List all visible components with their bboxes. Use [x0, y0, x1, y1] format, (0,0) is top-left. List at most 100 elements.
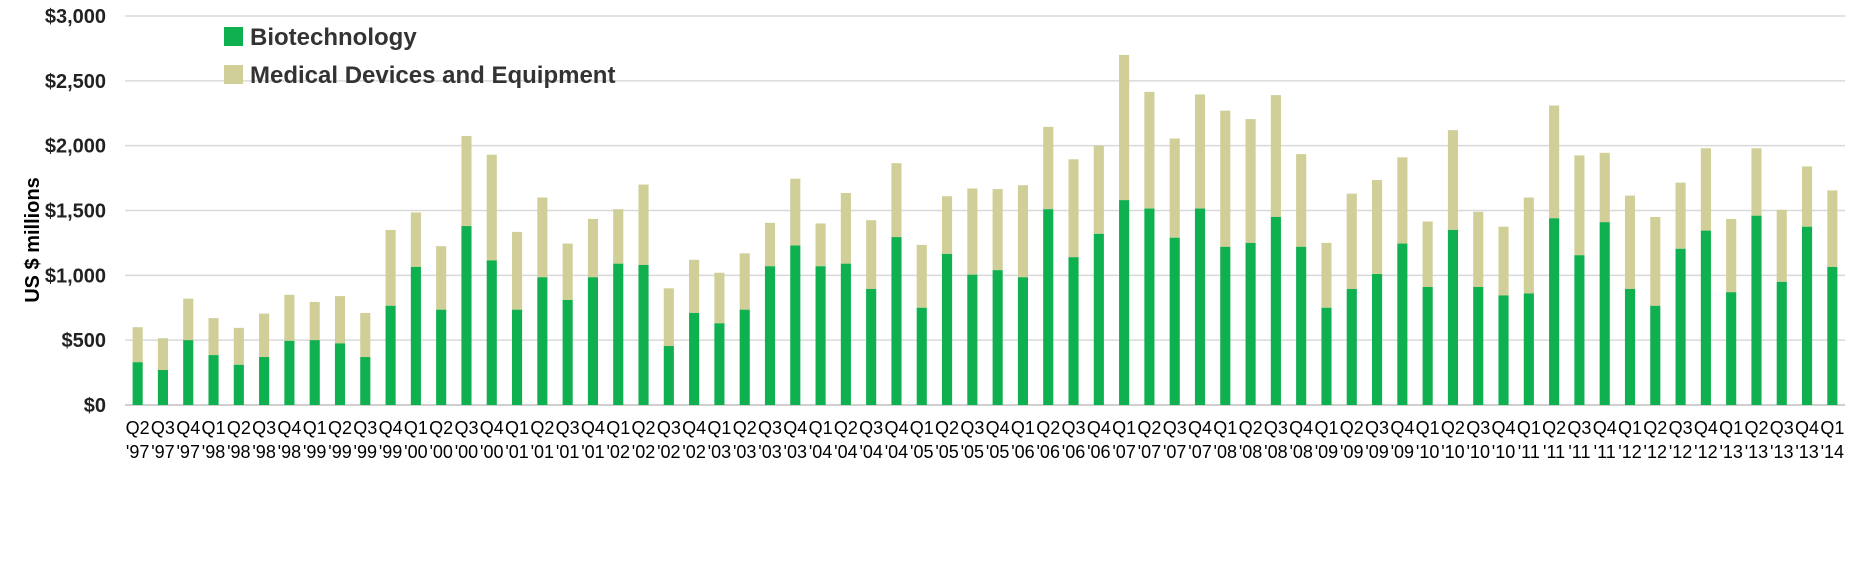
x-tick-label-year: '03: [733, 442, 756, 462]
bar-medical-devices: [562, 243, 573, 300]
x-tick-label-quarter: Q3: [1365, 418, 1389, 438]
bar-biotechnology: [1700, 230, 1711, 405]
bar-biotechnology: [486, 260, 497, 405]
x-tick-label-year: '01: [505, 442, 528, 462]
bar-biotechnology: [840, 263, 851, 405]
bar-medical-devices: [1726, 218, 1737, 293]
bar-medical-devices: [436, 246, 447, 310]
x-tick-label-year: '10: [1492, 442, 1515, 462]
bar-medical-devices: [183, 298, 194, 341]
x-tick-label-quarter: Q3: [758, 418, 782, 438]
bar-biotechnology: [1245, 242, 1256, 405]
x-tick-label-quarter: Q2: [227, 418, 251, 438]
x-tick-label-year: '04: [809, 442, 832, 462]
x-tick-label-quarter: Q2: [328, 418, 352, 438]
x-tick-label-year: '01: [531, 442, 554, 462]
bar-medical-devices: [840, 192, 851, 264]
x-tick-label-quarter: Q4: [1795, 418, 1819, 438]
bar-medical-devices: [1574, 155, 1585, 256]
x-tick-label-quarter: Q3: [1567, 418, 1591, 438]
x-tick-label-year: '03: [708, 442, 731, 462]
x-tick-label-year: '02: [657, 442, 680, 462]
bar-medical-devices: [613, 209, 624, 264]
bar-medical-devices: [1194, 94, 1206, 209]
x-tick-label-year: '04: [885, 442, 908, 462]
x-tick-label-year: '11: [1518, 442, 1540, 462]
bar-medical-devices: [1321, 242, 1332, 308]
x-tick-label-year: '97: [151, 442, 174, 462]
bar-medical-devices: [1346, 193, 1357, 289]
x-tick-label-year: '12: [1644, 442, 1667, 462]
bar-biotechnology: [1650, 305, 1661, 405]
x-tick-label-year: '07: [1188, 442, 1211, 462]
x-tick-label-year: '99: [354, 442, 377, 462]
bar-medical-devices: [587, 218, 598, 278]
x-tick-label-quarter: Q4: [1593, 418, 1617, 438]
bar-medical-devices: [1093, 145, 1104, 234]
bar-medical-devices: [1144, 91, 1155, 209]
x-tick-label-year: '05: [910, 442, 933, 462]
bar-medical-devices: [486, 154, 497, 261]
bar-biotechnology: [360, 357, 371, 405]
x-tick-label-year: '03: [758, 442, 781, 462]
x-tick-label-quarter: Q1: [1517, 418, 1541, 438]
x-tick-label-quarter: Q1: [809, 418, 833, 438]
bar-biotechnology: [1043, 209, 1054, 405]
x-tick-label-year: '08: [1239, 442, 1262, 462]
x-tick-label-year: '10: [1441, 442, 1464, 462]
x-tick-label-year: '00: [480, 442, 503, 462]
bar-medical-devices: [1017, 185, 1028, 278]
x-tick-label-quarter: Q2: [1137, 418, 1161, 438]
x-tick-label-year: '99: [303, 442, 326, 462]
x-tick-label-year: '13: [1719, 442, 1742, 462]
x-tick-label-quarter: Q1: [1213, 418, 1237, 438]
x-tick-label-year: '13: [1770, 442, 1793, 462]
bar-medical-devices: [1599, 152, 1610, 223]
bar-biotechnology: [1599, 222, 1610, 405]
x-tick-label-quarter: Q4: [783, 418, 807, 438]
bar-biotechnology: [132, 362, 143, 405]
bar-medical-devices: [764, 222, 776, 267]
x-tick-label-year: '98: [278, 442, 301, 462]
x-tick-label-quarter: Q4: [176, 418, 200, 438]
x-tick-label-year: '02: [607, 442, 630, 462]
y-tick-label: $500: [62, 330, 107, 352]
x-tick-label-quarter: Q4: [581, 418, 605, 438]
bar-biotechnology: [1321, 307, 1332, 405]
x-axis: Q2'97Q3'97Q4'97Q1'98Q2'98Q3'98Q4'98Q1'99…: [126, 418, 1845, 462]
x-tick-label-year: '00: [429, 442, 452, 462]
x-tick-label-quarter: Q1: [1820, 418, 1844, 438]
x-tick-label-year: '04: [859, 442, 882, 462]
x-tick-label-quarter: Q1: [1618, 418, 1642, 438]
bar-medical-devices: [461, 135, 472, 227]
x-tick-label-quarter: Q4: [986, 418, 1010, 438]
x-tick-label-year: '05: [986, 442, 1009, 462]
x-tick-label-year: '13: [1745, 442, 1768, 462]
bar-biotechnology: [916, 307, 927, 405]
bar-medical-devices: [385, 229, 396, 306]
bar-biotechnology: [1574, 255, 1585, 405]
bar-biotechnology: [1194, 208, 1206, 405]
bar-medical-devices: [259, 313, 270, 358]
bar-medical-devices: [1498, 226, 1509, 296]
bar-biotechnology: [587, 277, 598, 405]
bar-biotechnology: [866, 288, 877, 405]
bar-medical-devices: [1675, 182, 1686, 249]
bar-biotechnology: [714, 323, 725, 405]
x-tick-label-quarter: Q3: [1163, 418, 1187, 438]
x-tick-label-year: '09: [1391, 442, 1414, 462]
x-tick-label-year: '10: [1467, 442, 1490, 462]
bar-medical-devices: [309, 301, 320, 341]
bar-biotechnology: [512, 309, 523, 405]
x-tick-label-year: '07: [1138, 442, 1161, 462]
y-tick-label: $2,000: [45, 136, 106, 158]
bar-biotechnology: [537, 277, 548, 405]
x-tick-label-quarter: Q3: [1770, 418, 1794, 438]
x-tick-label-year: '12: [1618, 442, 1641, 462]
bar-medical-devices: [663, 288, 674, 347]
bar-medical-devices: [1523, 197, 1534, 294]
bar-medical-devices: [1650, 216, 1661, 306]
x-tick-label-year: '11: [1543, 442, 1565, 462]
x-tick-label-quarter: Q3: [1466, 418, 1490, 438]
x-tick-label-quarter: Q2: [1239, 418, 1263, 438]
